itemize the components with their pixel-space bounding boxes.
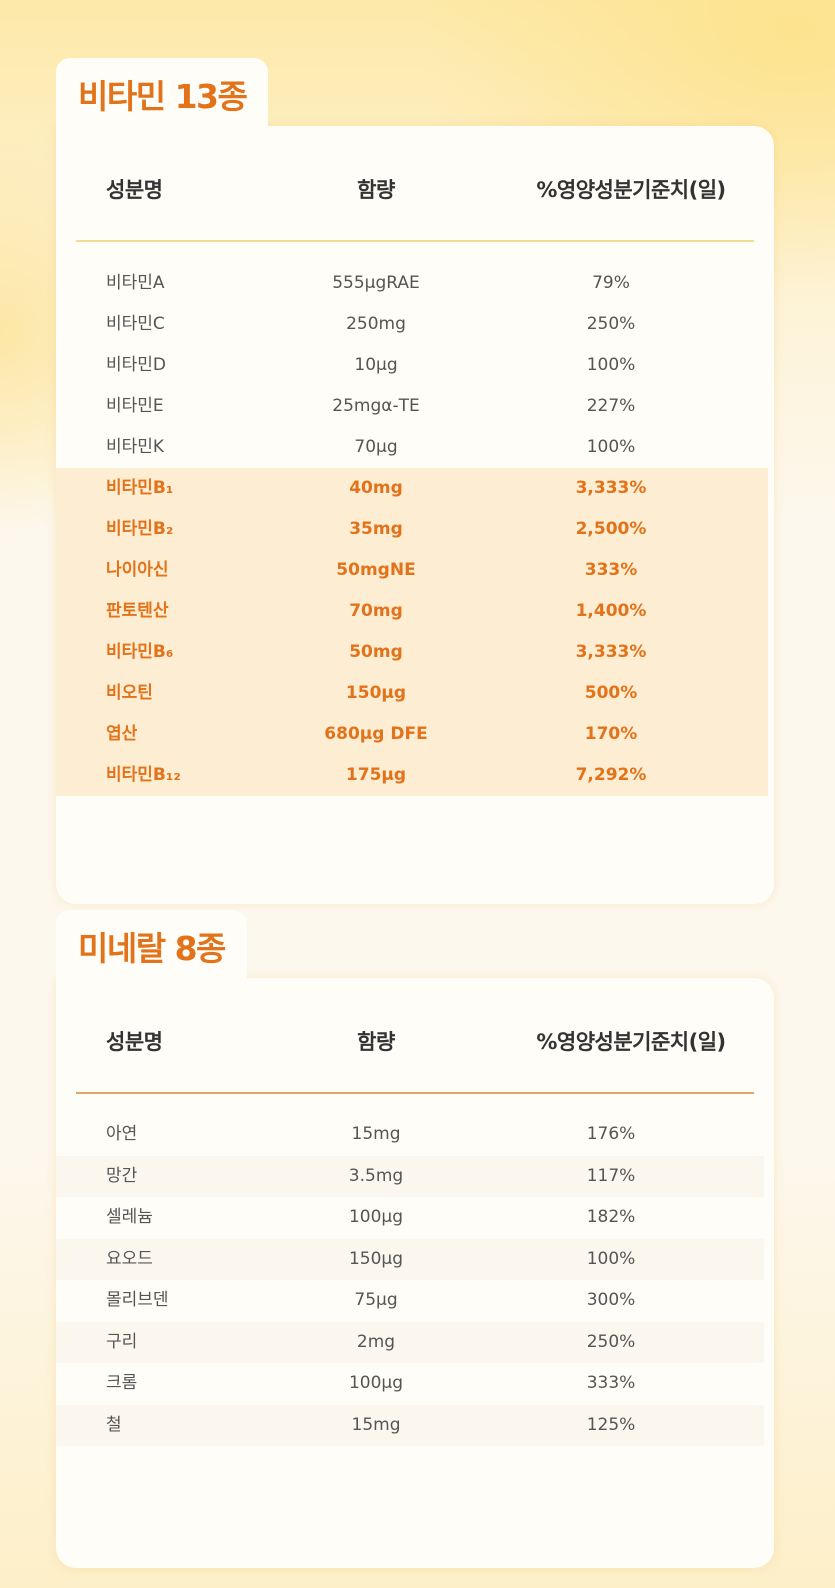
amount-cell: 70mg [349, 601, 403, 621]
ingredient-name-cell: 비타민B₆ [106, 642, 174, 662]
table-row: 비타민B₂ 35mg 2,500% [56, 509, 768, 550]
ingredient-name-cell: 크롬 [106, 1373, 138, 1393]
header-daily-value-percent: %영양성분기준치(일) [536, 178, 726, 202]
mineral-section-tab: 미네랄 8종 [56, 910, 247, 986]
ingredient-name-cell: 철 [106, 1414, 122, 1435]
daily-value-cell: 79% [592, 273, 630, 293]
ingredient-name-cell: 비타민B₁₂ [106, 765, 181, 785]
daily-value-cell: 170% [584, 724, 638, 744]
amount-cell: 10μg [354, 355, 398, 375]
mineral-section-title: 미네랄 8종 [78, 928, 226, 968]
daily-value-cell: 1,400% [575, 601, 647, 621]
table-row: 비타민B₁ 40mg 3,333% [56, 468, 768, 509]
table-row: 망간 3.5mg 117% [56, 1155, 764, 1197]
ingredient-name-cell: 아연 [106, 1124, 138, 1144]
header-ingredient-name: 성분명 [106, 178, 163, 202]
daily-value-cell: 125% [586, 1414, 636, 1435]
amount-cell: 150μg [345, 683, 407, 703]
amount-cell: 150μg [348, 1248, 404, 1269]
header-amount: 함량 [357, 178, 395, 202]
amount-cell: 100μg [348, 1207, 404, 1227]
ingredient-name-cell: 구리 [106, 1331, 138, 1352]
ingredient-name-cell: 나이아신 [106, 560, 169, 580]
amount-cell: 15mg [351, 1124, 401, 1144]
mineral-table-card: 성분명 함량 %영양성분기준치(일) 아연 15mg 176% 망간 3.5mg 117%… [56, 978, 774, 1568]
amount-cell: 50mgNE [336, 560, 416, 580]
amount-cell: 3.5mg [348, 1165, 404, 1186]
header-daily-value-percent: %영양성분기준치(일) [536, 1030, 726, 1054]
table-row: 구리 2mg 250% [56, 1321, 764, 1363]
vitamin-table-header: 성분명 함량 %영양성분기준치(일) [76, 126, 754, 242]
ingredient-name-cell: 셀레늄 [106, 1207, 153, 1227]
daily-value-cell: 333% [584, 560, 638, 580]
header-amount: 함량 [357, 1030, 395, 1054]
daily-value-cell: 250% [586, 314, 636, 334]
amount-cell: 100μg [348, 1373, 404, 1393]
amount-cell: 70μg [354, 437, 398, 457]
table-row: 철 15mg 125% [56, 1404, 764, 1446]
table-row: 비타민A 555μgRAE 79% [56, 263, 768, 304]
daily-value-cell: 227% [586, 396, 636, 416]
ingredient-name-cell: 요오드 [106, 1248, 153, 1269]
amount-cell: 40mg [349, 478, 403, 498]
ingredient-name-cell: 비타민A [106, 273, 165, 293]
table-row: 비타민C 250mg 250% [56, 304, 768, 345]
daily-value-cell: 100% [586, 355, 636, 375]
daily-value-cell: 250% [586, 1331, 636, 1352]
vitamin-table-card: 성분명 함량 %영양성분기준치(일) 비타민A 555μgRAE 79% 비타민C 25… [56, 126, 774, 904]
amount-cell: 250mg [346, 314, 406, 334]
table-row: 셀레늄 100μg 182% [56, 1197, 764, 1238]
ingredient-name-cell: 망간 [106, 1165, 138, 1186]
ingredient-name-cell: 비타민C [106, 314, 165, 334]
table-row: 아연 15mg 176% [56, 1114, 764, 1155]
daily-value-cell: 100% [586, 1248, 636, 1269]
table-row: 비타민D 10μg 100% [56, 345, 768, 386]
amount-cell: 680μg DFE [324, 724, 428, 744]
ingredient-name-cell: 엽산 [106, 724, 138, 744]
daily-value-cell: 500% [584, 683, 638, 703]
amount-cell: 175μg [345, 765, 407, 785]
mineral-table-header: 성분명 함량 %영양성분기준치(일) [76, 978, 754, 1094]
daily-value-cell: 300% [586, 1290, 636, 1310]
daily-value-cell: 3,333% [575, 642, 647, 662]
table-row: 판토텐산 70mg 1,400% [56, 591, 768, 632]
amount-cell: 2mg [356, 1331, 396, 1352]
table-row: 비오틴 150μg 500% [56, 673, 768, 714]
header-ingredient-name: 성분명 [106, 1030, 163, 1054]
daily-value-cell: 182% [586, 1207, 636, 1227]
table-row: 비타민B₆ 50mg 3,333% [56, 632, 768, 673]
ingredient-name-cell: 비타민D [106, 355, 167, 375]
daily-value-cell: 3,333% [575, 478, 647, 498]
ingredient-name-cell: 비오틴 [106, 683, 153, 703]
ingredient-name-cell: 비타민B₁ [106, 478, 174, 498]
vitamin-section-tab: 비타민 13종 [56, 58, 269, 134]
amount-cell: 555μgRAE [332, 273, 420, 293]
amount-cell: 25mgα-TE [332, 396, 420, 416]
daily-value-cell: 2,500% [575, 519, 647, 539]
daily-value-cell: 7,292% [575, 765, 647, 785]
daily-value-cell: 176% [586, 1124, 636, 1144]
amount-cell: 15mg [351, 1414, 401, 1435]
ingredient-name-cell: 비타민B₂ [106, 519, 174, 539]
amount-cell: 75μg [354, 1290, 398, 1310]
ingredient-name-cell: 판토텐산 [106, 601, 169, 621]
amount-cell: 50mg [349, 642, 403, 662]
table-row: 몰리브덴 75μg 300% [56, 1280, 764, 1321]
table-row: 나이아신 50mgNE 333% [56, 550, 768, 591]
ingredient-name-cell: 몰리브덴 [106, 1290, 169, 1310]
vitamin-section-title: 비타민 13종 [78, 76, 248, 116]
daily-value-cell: 100% [586, 437, 636, 457]
table-row: 비타민B₁₂ 175μg 7,292% [56, 755, 768, 796]
table-row: 크롬 100μg 333% [56, 1363, 764, 1404]
ingredient-name-cell: 비타민K [106, 437, 165, 457]
table-row: 비타민K 70μg 100% [56, 427, 768, 468]
amount-cell: 35mg [349, 519, 403, 539]
ingredient-name-cell: 비타민E [106, 396, 164, 416]
daily-value-cell: 117% [586, 1165, 636, 1186]
daily-value-cell: 333% [586, 1373, 636, 1393]
table-row: 요오드 150μg 100% [56, 1238, 764, 1280]
table-row: 엽산 680μg DFE 170% [56, 714, 768, 755]
table-row: 비타민E 25mgα-TE 227% [56, 386, 768, 427]
